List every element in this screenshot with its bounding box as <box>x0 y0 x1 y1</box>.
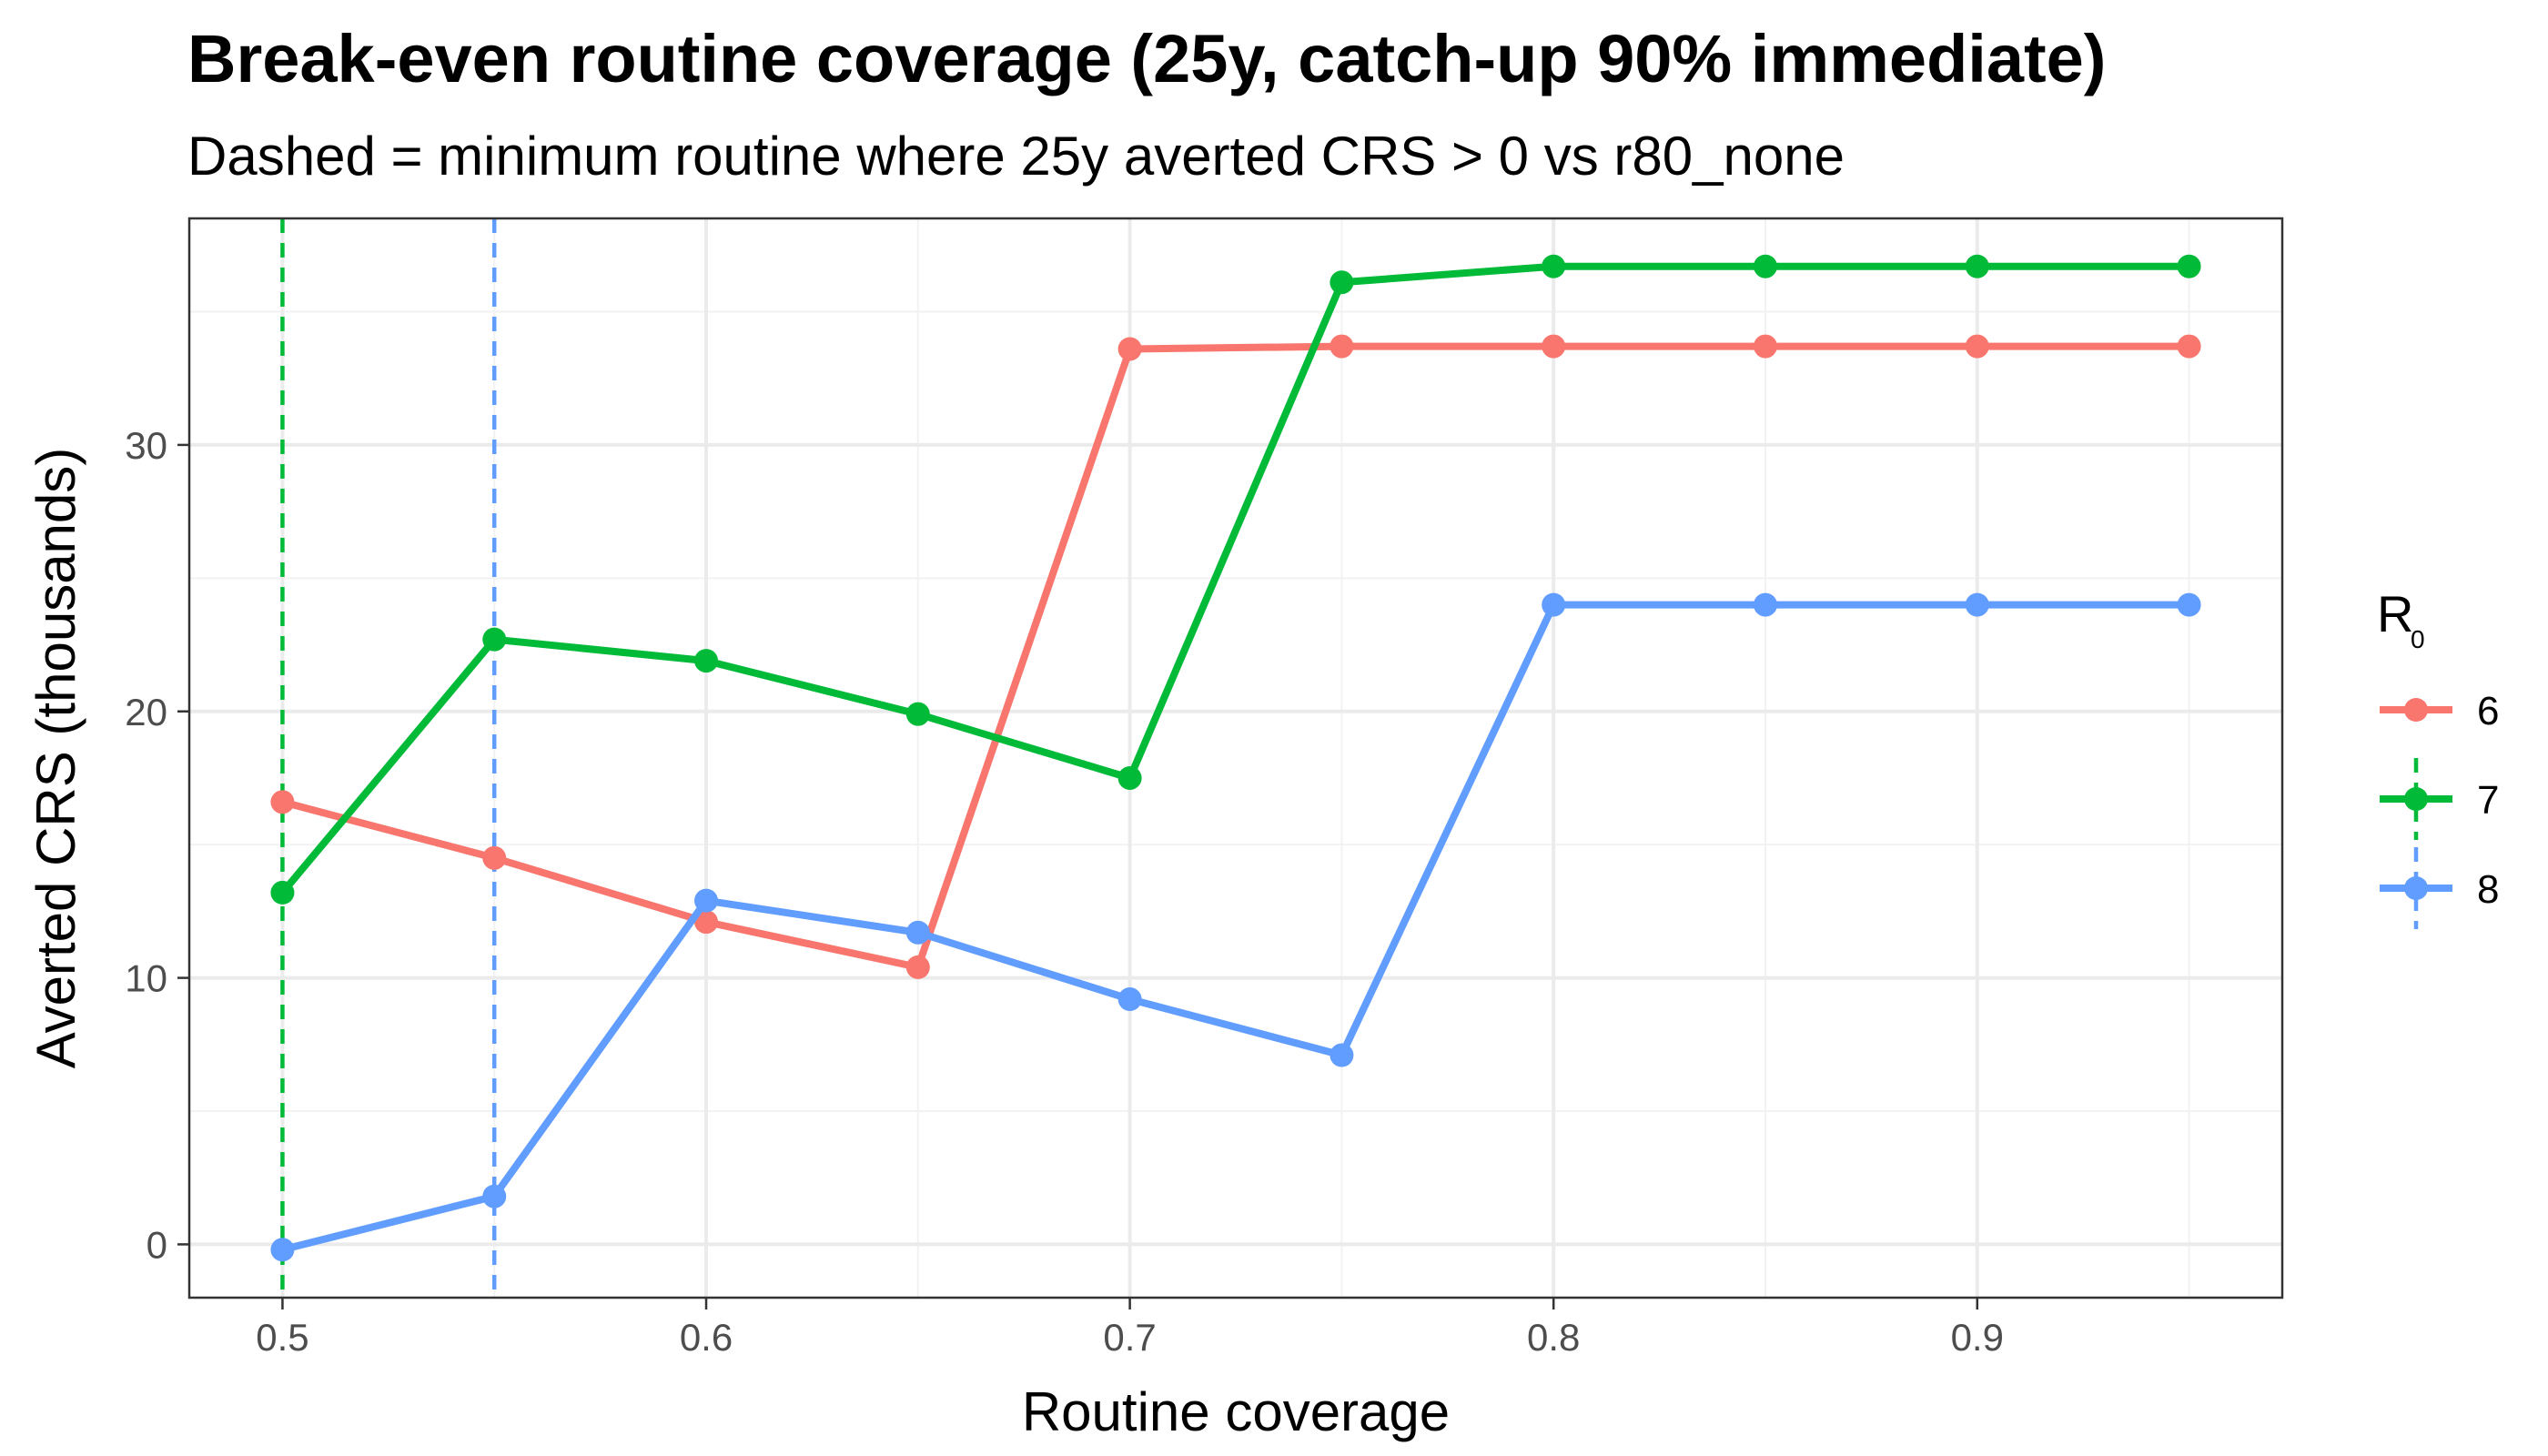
legend-items: 6 7 8 <box>2380 689 2499 929</box>
plot-panel <box>189 218 2282 1298</box>
legend-point-key <box>2404 698 2428 722</box>
data-point <box>694 888 719 913</box>
data-point <box>2177 254 2201 278</box>
series-line-r0-8 <box>278 601 2193 1254</box>
y-axis-title: Averted CRS (thousands) <box>25 448 86 1069</box>
legend-point-key <box>2404 787 2428 811</box>
series-line-r0-6 <box>278 342 2193 971</box>
data-point <box>270 1238 295 1262</box>
legend-item-r0-7: 7 <box>2380 758 2499 840</box>
plot-border <box>187 217 2284 1299</box>
series-line-r0-7 <box>278 262 2193 896</box>
data-point <box>1117 987 1142 1012</box>
data-point <box>694 649 719 673</box>
data-point <box>1753 254 1777 278</box>
legend-label: 8 <box>2477 867 2499 912</box>
y-axis-ticks: 0 10 20 30 <box>125 424 189 1266</box>
legend-label: 6 <box>2477 689 2499 733</box>
data-point <box>905 702 930 726</box>
data-point <box>905 955 930 979</box>
x-tick-label: 0.8 <box>1527 1316 1580 1359</box>
data-point <box>1117 765 1142 790</box>
data-point <box>2177 592 2201 617</box>
data-point <box>905 920 930 945</box>
data-point <box>482 845 507 870</box>
legend-point-key <box>2404 876 2428 900</box>
grid-lines <box>189 218 2282 1298</box>
legend: R 0 6 7 8 <box>2377 585 2499 929</box>
data-point <box>694 910 719 935</box>
data-point <box>1330 1043 1354 1067</box>
data-point <box>1542 592 1566 617</box>
data-point <box>1965 592 1989 617</box>
data-point <box>1753 592 1777 617</box>
data-point <box>482 1184 507 1208</box>
series-r0-7 <box>270 254 2201 905</box>
data-point <box>1965 334 1989 359</box>
y-tick-label: 30 <box>125 424 167 467</box>
chart-subtitle: Dashed = minimum routine where 25y avert… <box>187 126 1845 187</box>
series-layer <box>270 254 2201 1262</box>
y-tick-label: 0 <box>147 1223 167 1266</box>
series-r0-6 <box>270 334 2201 979</box>
data-point <box>2177 334 2201 359</box>
data-point <box>1330 270 1354 295</box>
legend-label: 7 <box>2477 778 2499 823</box>
legend-title: R <box>2377 585 2413 642</box>
data-point <box>1753 334 1777 359</box>
x-tick-label: 0.6 <box>680 1316 733 1359</box>
data-point <box>1330 334 1354 359</box>
legend-title-subscript: 0 <box>2411 625 2425 653</box>
data-point <box>1542 254 1566 278</box>
legend-item-r0-6: 6 <box>2380 689 2499 733</box>
series-r0-8 <box>270 592 2201 1262</box>
x-axis-ticks: 0.5 0.6 0.7 0.8 0.9 <box>256 1298 2004 1359</box>
data-point <box>482 627 507 652</box>
chart-title: Break-even routine coverage (25y, catch-… <box>187 21 2106 96</box>
data-point <box>1117 337 1142 361</box>
data-point <box>1965 254 1989 278</box>
data-point <box>1542 334 1566 359</box>
x-tick-label: 0.9 <box>1951 1316 2004 1359</box>
y-tick-label: 20 <box>125 691 167 733</box>
legend-item-r0-8: 8 <box>2380 847 2499 929</box>
y-tick-label: 10 <box>125 957 167 1000</box>
x-tick-label: 0.7 <box>1103 1316 1156 1359</box>
x-tick-label: 0.5 <box>256 1316 308 1359</box>
data-point <box>270 790 295 814</box>
x-axis-title: Routine coverage <box>1022 1381 1450 1442</box>
data-point <box>270 880 295 905</box>
break-even-lines <box>280 218 497 1298</box>
